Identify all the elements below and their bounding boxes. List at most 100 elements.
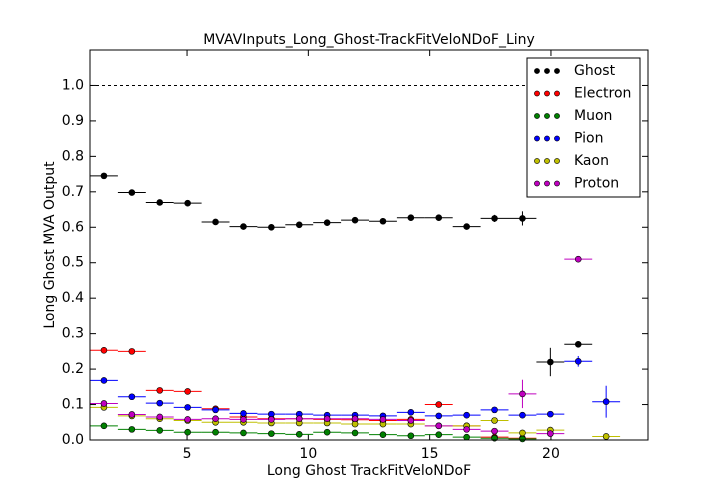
data-point [491, 406, 498, 414]
data-point [351, 415, 359, 423]
data-point [602, 398, 610, 406]
legend-marker [544, 158, 550, 164]
data-point [100, 172, 108, 180]
chart-title: MVAVInputs_Long_Ghost-TrackFitVeloNDoF_L… [203, 32, 535, 48]
legend-marker [554, 180, 560, 187]
data-point [184, 404, 191, 411]
data-point [100, 400, 108, 407]
data-point [184, 428, 191, 436]
data-point [128, 426, 136, 433]
legend-label: Pion [574, 131, 603, 147]
data-point [463, 433, 470, 441]
data-point [379, 416, 387, 423]
data-point [268, 430, 275, 437]
x-axis-label: Long Ghost TrackFitVeloNDoF [267, 463, 471, 479]
data-point [128, 348, 136, 355]
data-point [156, 199, 164, 206]
data-point [295, 415, 303, 423]
data-point [547, 410, 554, 418]
x-tick-label: 15 [421, 446, 439, 462]
y-axis-label: Long Ghost MVA Output [42, 161, 58, 329]
x-tick-label: 5 [183, 446, 192, 462]
data-point [240, 223, 247, 230]
y-tick-label: 0.1 [62, 397, 84, 413]
legend-marker [554, 158, 560, 164]
data-point [519, 429, 526, 437]
data-point [407, 432, 415, 440]
data-point [240, 410, 247, 417]
data-point [351, 429, 359, 437]
data-point [491, 417, 498, 424]
data-point [463, 411, 470, 419]
y-tick-label: 0.9 [62, 113, 84, 129]
legend-label: Muon [574, 108, 612, 124]
data-point [351, 216, 359, 224]
y-tick-label: 0.5 [62, 255, 84, 271]
legend-marker [544, 90, 550, 97]
data-point [519, 215, 526, 222]
legend-marker [554, 90, 560, 97]
data-point [379, 217, 387, 225]
legend-marker [534, 135, 540, 142]
legend-marker [544, 135, 550, 142]
data-point [156, 387, 164, 394]
data-point [100, 422, 108, 430]
data-point [379, 431, 387, 438]
legend-marker [554, 113, 560, 119]
y-tick-label: 0.7 [62, 184, 84, 200]
y-tick-label: 0.0 [62, 432, 84, 448]
data-point [519, 411, 526, 419]
legend-marker [544, 180, 550, 187]
legend-marker [544, 113, 550, 119]
data-point [156, 427, 164, 434]
data-point [323, 219, 331, 226]
y-tick-label: 0.8 [62, 148, 84, 164]
data-point [574, 340, 582, 348]
data-point [268, 223, 275, 231]
legend-label: Electron [574, 86, 631, 102]
data-point [435, 431, 443, 438]
data-point [435, 214, 443, 221]
y-tick-label: 0.6 [62, 219, 84, 235]
data-point [435, 401, 443, 408]
data-point [519, 390, 526, 398]
data-point [547, 358, 554, 366]
data-point [100, 346, 108, 354]
x-tick-label: 20 [542, 446, 560, 462]
data-point [128, 411, 136, 418]
y-tick-label: 0.2 [62, 361, 84, 377]
data-point [463, 426, 470, 433]
data-point [602, 433, 610, 440]
data-point [323, 428, 331, 436]
y-tick-label: 0.4 [62, 290, 84, 306]
legend-label: Kaon [574, 153, 609, 169]
data-point [100, 377, 108, 384]
data-point [407, 214, 415, 221]
data-point [184, 199, 191, 207]
data-point [128, 393, 136, 401]
data-point [295, 221, 303, 229]
data-point [491, 215, 498, 222]
x-tick-label: 10 [299, 446, 317, 462]
data-point [435, 412, 443, 420]
data-point [212, 428, 219, 436]
data-point [407, 417, 415, 424]
data-point [491, 427, 498, 435]
y-tick-label: 0.3 [62, 326, 84, 342]
data-point [156, 413, 164, 421]
legend-marker [544, 68, 550, 74]
data-point [268, 416, 275, 423]
data-point [184, 388, 191, 395]
data-point [323, 415, 331, 423]
legend-label: Ghost [574, 63, 616, 79]
legend-marker [534, 68, 540, 74]
data-point [574, 357, 582, 365]
data-point [184, 416, 191, 423]
legend-marker [534, 113, 540, 119]
data-point [547, 430, 554, 437]
data-point [212, 218, 219, 226]
legend-marker [554, 135, 560, 142]
data-point [574, 255, 582, 263]
data-point [212, 406, 219, 414]
